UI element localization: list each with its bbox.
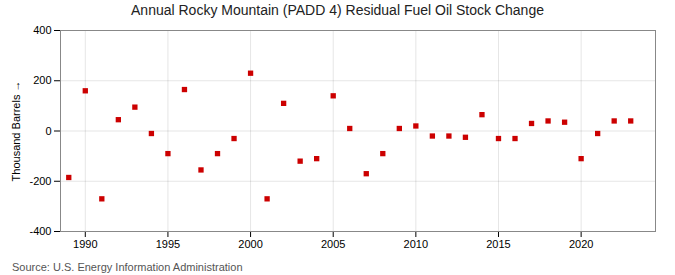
svg-text:2020: 2020 [569,238,593,250]
svg-text:-400: -400 [29,225,51,237]
svg-text:1990: 1990 [73,238,97,250]
svg-text:400: 400 [33,24,51,36]
svg-text:2000: 2000 [238,238,262,250]
html-text:Source: U.S. Energy Informatio: Source: U.S. Energy Information Administ… [12,261,243,273]
svg-text:0: 0 [45,125,51,137]
svg-text:2010: 2010 [404,238,428,250]
svg-text:1995: 1995 [156,238,180,250]
svg-text:200: 200 [33,74,51,86]
html-text:Annual Rocky Mountain (PADD 4): Annual Rocky Mountain (PADD 4) Residual … [131,2,544,18]
svg-text:2015: 2015 [486,238,510,250]
svg-text:Thousand Barrels →: Thousand Barrels → [10,81,22,182]
svg-text:-200: -200 [29,175,51,187]
svg-text:2005: 2005 [321,238,345,250]
